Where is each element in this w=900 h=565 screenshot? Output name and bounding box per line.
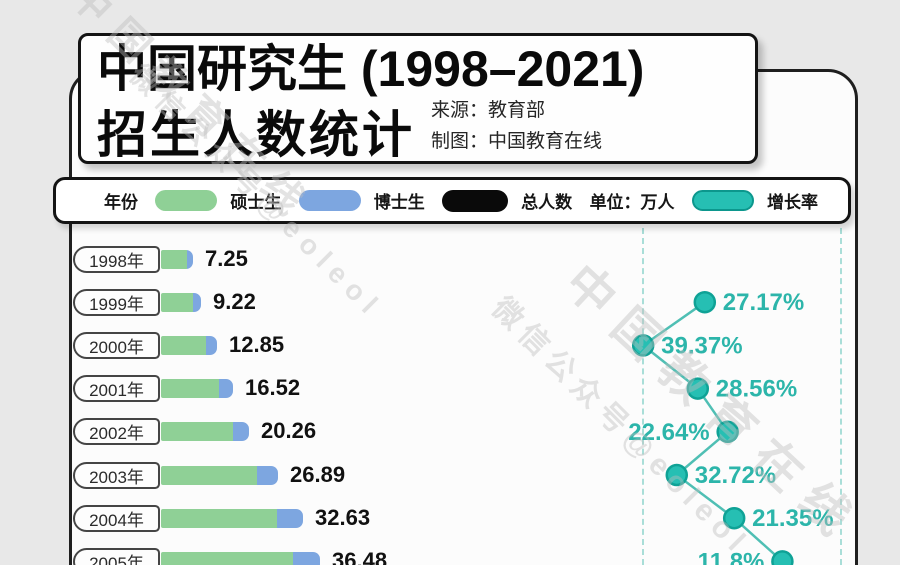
growth-point-label: 22.64% — [628, 419, 709, 446]
legend-item-master: 硕士生 — [155, 188, 281, 213]
page-title-line2: 招生人数统计 — [97, 107, 415, 164]
legend-total-label: 总人数 — [521, 193, 573, 212]
doctor-swatch-icon — [298, 190, 361, 211]
total-value-label: 16.52 — [245, 375, 301, 401]
doctor-bar-segment — [187, 249, 193, 269]
enrollment-bar — [161, 422, 249, 442]
total-value-label: 26.89 — [290, 461, 346, 487]
year-pill: 2002年 — [73, 418, 160, 446]
doctor-bar-segment — [277, 508, 303, 528]
growth-point-dot — [631, 334, 655, 357]
growth-point-dot — [693, 290, 717, 314]
growth-point-label: 28.56% — [716, 376, 797, 403]
growth-point-dot — [771, 550, 794, 565]
year-pill: 2004年 — [73, 504, 160, 532]
total-value-label: 32.63 — [315, 504, 371, 530]
legend-growth-label: 增长率 — [766, 193, 818, 212]
growth-point-dot — [686, 377, 710, 400]
legend-doctor-label: 博士生 — [373, 193, 425, 212]
year-pill: 2001年 — [73, 375, 160, 403]
master-bar-segment — [161, 551, 293, 565]
growth-axis-line-right — [840, 228, 842, 565]
credit-label: 制图：中国教育在线 — [431, 131, 603, 153]
legend-item-total: 总人数 — [442, 188, 572, 213]
doctor-bar-segment — [219, 379, 233, 399]
year-pill: 2000年 — [73, 331, 160, 359]
growth-swatch-icon — [691, 190, 754, 211]
doctor-bar-segment — [206, 335, 217, 355]
year-pill: 1999年 — [73, 288, 160, 316]
doctor-bar-segment — [233, 422, 249, 442]
total-value-label: 20.26 — [261, 418, 317, 444]
growth-point-label: 21.35% — [752, 505, 833, 532]
total-value-label: 7.25 — [205, 245, 248, 271]
legend-item-doctor: 博士生 — [298, 188, 425, 213]
source-label: 来源：教育部 — [431, 100, 546, 121]
enrollment-bar — [161, 335, 217, 355]
growth-point-dot — [722, 506, 746, 530]
growth-point-label: 11.8% — [698, 548, 765, 565]
growth-point-dot — [665, 463, 689, 487]
total-value-label: 9.22 — [213, 288, 256, 314]
enrollment-bar — [161, 508, 303, 528]
doctor-bar-segment — [193, 292, 201, 312]
enrollment-bar — [161, 292, 201, 312]
title-box: 中国研究生 (1998–2021) 招生人数统计 来源：教育部 制图：中国教育在… — [78, 33, 758, 164]
enrollment-bar — [161, 465, 278, 485]
doctor-bar-segment — [257, 465, 278, 485]
year-pill: 2005年 — [73, 547, 160, 565]
master-swatch-icon — [155, 190, 218, 211]
master-bar-segment — [161, 508, 277, 528]
growth-point-dot — [716, 420, 739, 444]
master-bar-segment — [161, 292, 193, 312]
page-title-line1: 中国研究生 (1998–2021) — [97, 41, 645, 97]
master-bar-segment — [161, 422, 233, 442]
enrollment-bar — [161, 379, 233, 399]
source-block: 来源：教育部 制图：中国教育在线 — [431, 95, 603, 161]
growth-point-label: 39.37% — [661, 332, 742, 359]
growth-point-label: 32.72% — [695, 462, 776, 489]
enrollment-bar — [161, 249, 193, 269]
legend-year-label: 年份 — [104, 193, 138, 212]
legend-master-label: 硕士生 — [230, 193, 282, 212]
legend-item-growth: 增长率 — [691, 188, 818, 213]
enrollment-bar — [161, 551, 320, 565]
growth-axis-line-left — [642, 228, 644, 565]
year-pill: 1998年 — [73, 245, 160, 273]
growth-point-label: 27.17% — [723, 289, 804, 316]
total-value-label: 36.48 — [332, 547, 388, 565]
legend-bar: 年份 硕士生 博士生 总人数 单位：万人 增长率 — [53, 177, 851, 224]
master-bar-segment — [161, 249, 187, 269]
master-bar-segment — [161, 465, 257, 485]
legend-unit-label: 单位：万人 — [589, 193, 675, 212]
master-bar-segment — [161, 379, 219, 399]
total-value-label: 12.85 — [229, 331, 285, 357]
master-bar-segment — [161, 335, 206, 355]
total-swatch-icon — [442, 189, 509, 212]
doctor-bar-segment — [293, 551, 320, 565]
year-pill: 2003年 — [73, 461, 160, 489]
